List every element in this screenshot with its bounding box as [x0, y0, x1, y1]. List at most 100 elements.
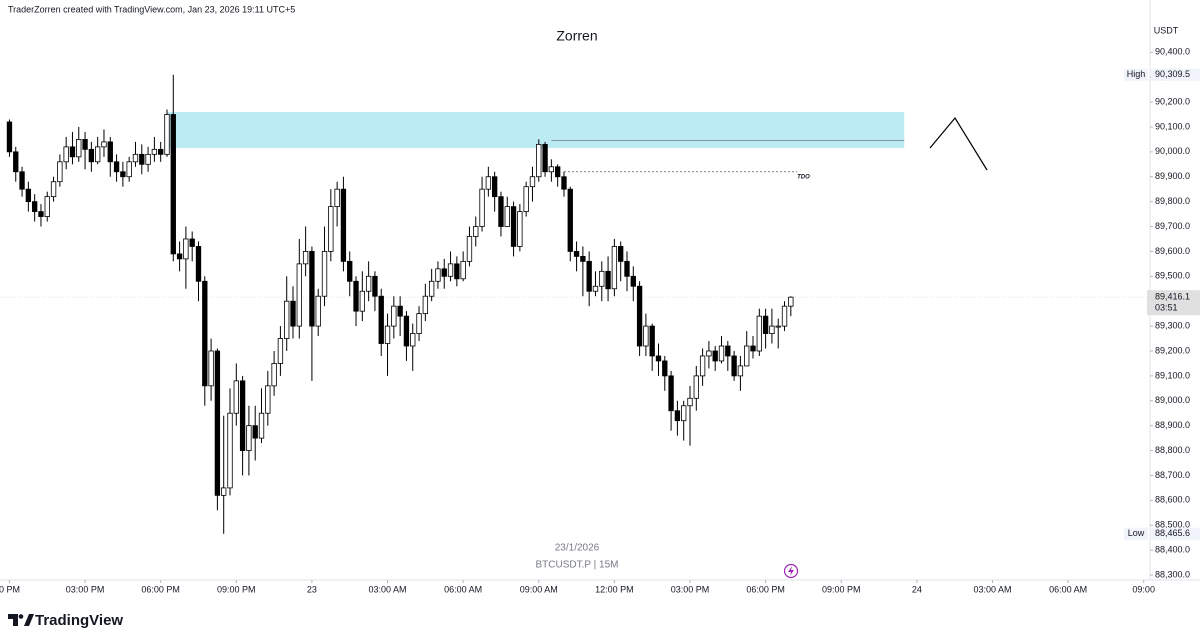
candle-body: [403, 315, 410, 347]
y-tick-label: 88,300.0: [1155, 569, 1190, 579]
y-tick-label: 89,200.0: [1155, 345, 1190, 355]
marker-value-box: [1151, 68, 1200, 81]
candle-body: [750, 345, 756, 352]
candle-body: [435, 268, 441, 282]
candle-body: [416, 313, 422, 334]
marker-name: Low: [1128, 528, 1145, 538]
event-icon-bolt: [788, 566, 794, 576]
candle-body: [183, 238, 189, 260]
marker-value: 90,309.5: [1155, 69, 1190, 79]
candle-body: [548, 166, 555, 173]
event-icon[interactable]: [783, 563, 799, 579]
candle-body: [164, 114, 170, 155]
candle-body: [775, 325, 781, 328]
candle-body: [57, 161, 63, 183]
candle-body: [599, 270, 605, 287]
candle-body: [63, 146, 69, 163]
candle-body: [769, 325, 775, 334]
x-tick-label: 12:00 PM: [595, 584, 634, 594]
candle-body: [315, 295, 321, 327]
candle-body: [88, 148, 95, 163]
candle-body: [176, 253, 183, 260]
candle-body: [290, 300, 296, 327]
candle-body: [113, 161, 120, 173]
candle-body: [561, 176, 567, 190]
candle-body: [359, 290, 365, 312]
candle-body: [214, 350, 221, 496]
candle-body: [693, 375, 699, 399]
x-tick-label: 06:00 PM: [746, 584, 785, 594]
candle-body: [781, 305, 788, 327]
candle-body: [44, 196, 50, 217]
candle-body: [580, 255, 586, 262]
candle-body: [649, 325, 655, 357]
chart-title: Zorren: [556, 28, 597, 44]
candle-body: [662, 360, 668, 377]
candle-body: [737, 365, 744, 377]
candle-body: [170, 114, 176, 255]
candle-body: [378, 295, 384, 344]
candle-body: [50, 181, 57, 198]
candle-body: [473, 226, 479, 237]
candle-body: [586, 260, 592, 292]
candle-body: [712, 350, 718, 362]
candle-body: [630, 275, 636, 287]
candle-body: [441, 268, 447, 277]
y-tick-label: 89,600.0: [1155, 246, 1190, 256]
x-tick-label: 09:00 PM: [822, 584, 861, 594]
y-tick-label: 89,300.0: [1155, 320, 1190, 330]
candle-body: [744, 345, 750, 367]
candle-body: [573, 251, 580, 257]
candle-body: [699, 355, 706, 377]
candle-body: [208, 350, 214, 387]
x-tick-label: 09:00: [1132, 584, 1155, 594]
candle-body: [510, 206, 517, 247]
candle-body: [258, 412, 265, 439]
candle-body: [517, 211, 523, 247]
y-tick-label: 88,700.0: [1155, 470, 1190, 480]
candle-body: [504, 206, 510, 227]
candle-body: [328, 206, 334, 252]
candle-body: [340, 188, 347, 262]
candle-body: [555, 166, 561, 178]
candle-body: [195, 246, 202, 282]
candle-body: [353, 280, 359, 312]
candle-body: [101, 141, 107, 148]
candle-body: [529, 176, 536, 188]
candle-body: [674, 410, 681, 422]
candle-body: [687, 397, 693, 407]
candle-body: [618, 246, 624, 262]
x-tick-label: 03:00 AM: [973, 584, 1011, 594]
x-tick-label: 0 PM: [0, 584, 20, 594]
candle-body: [706, 350, 712, 357]
candle-body: [460, 260, 466, 280]
candle-body: [252, 425, 258, 439]
last-price-box: [1147, 290, 1200, 316]
x-tick-label: 03:00 PM: [66, 584, 105, 594]
candle-body: [636, 285, 643, 347]
candle-body: [271, 363, 277, 387]
x-tick-label: 06:00 PM: [141, 584, 180, 594]
candle-body: [132, 153, 139, 163]
y-tick-label: 89,800.0: [1155, 196, 1190, 206]
y-tick-label: 88,800.0: [1155, 445, 1190, 455]
candle-body: [668, 375, 674, 412]
candle-body: [624, 260, 630, 277]
candle-body: [498, 196, 504, 227]
candle-body: [95, 146, 101, 163]
marker-value-box: [1151, 527, 1200, 540]
tdo-label: TDO: [797, 174, 810, 180]
candle-body: [384, 325, 391, 344]
candle-body: [731, 355, 737, 377]
candle-body: [221, 487, 227, 496]
candle-body: [334, 188, 340, 208]
y-tick-label: 89,900.0: [1155, 171, 1190, 181]
marker-name-box: [1124, 527, 1148, 540]
x-tick-label: 03:00 PM: [671, 584, 710, 594]
candle-body: [120, 171, 126, 178]
candle-body: [76, 138, 82, 158]
candle-body: [277, 338, 284, 364]
marker-name-box: [1124, 68, 1148, 81]
candle-body: [126, 161, 132, 178]
